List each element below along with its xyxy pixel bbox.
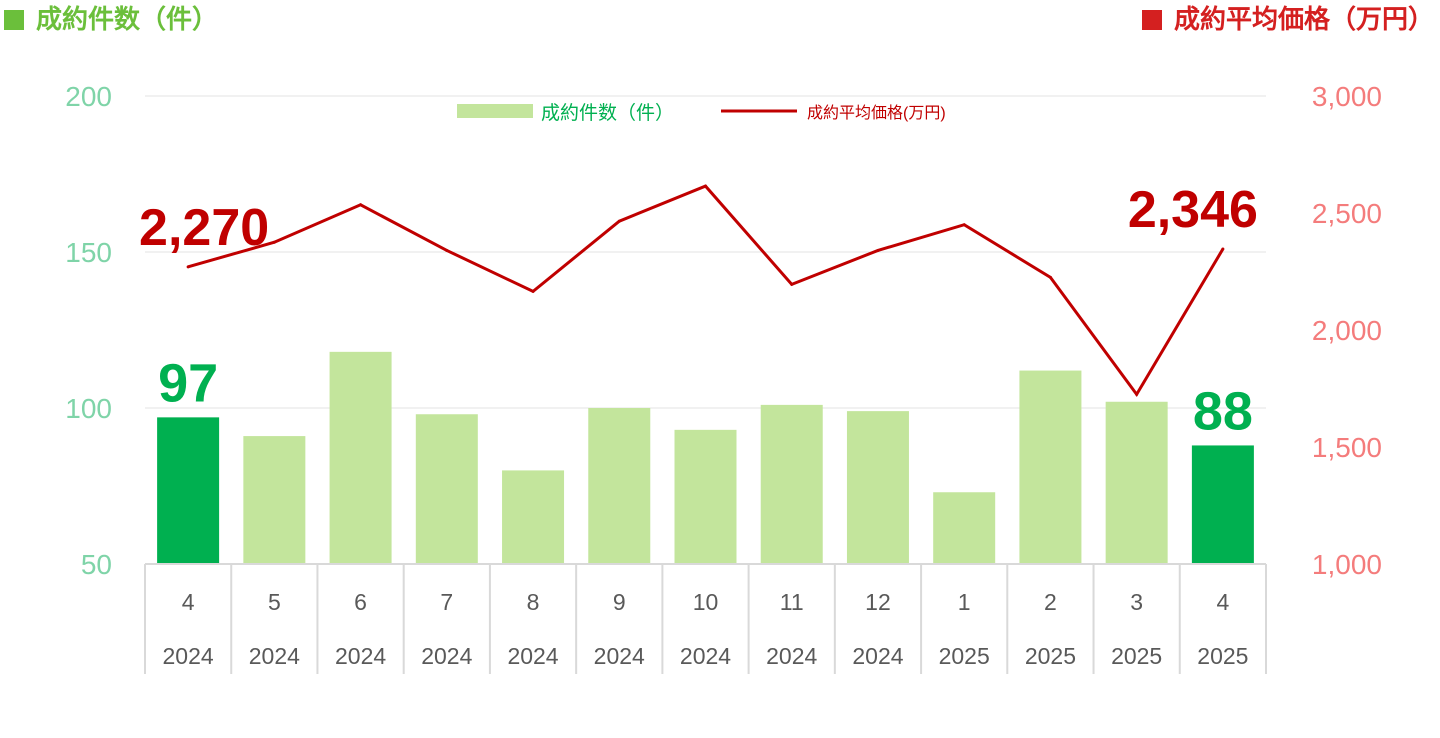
bar-1-2025 [933,492,996,564]
bar-10-2024 [674,429,737,564]
x-tick-month: 2 [1044,589,1057,615]
line-point [359,203,363,207]
x-tick-year: 2024 [507,643,558,669]
x-tick-year: 2024 [249,643,300,669]
x-tick-year: 2025 [1197,643,1248,669]
x-tick-month: 9 [613,589,626,615]
bar-data-label: 97 [158,353,218,413]
x-tick-year: 2024 [680,643,731,669]
gridlines [145,95,1266,409]
bar-3-2025 [1105,401,1168,564]
x-tick-month: 11 [780,589,804,615]
line-point [704,184,707,188]
y-left-tick-label: 50 [81,549,112,580]
x-tick-month: 7 [440,589,453,615]
line-point [272,240,276,244]
y-right-tick-label: 1,500 [1312,432,1382,463]
legend-line-label: 成約平均価格(万円) [807,104,946,122]
x-tick-month: 3 [1130,589,1143,615]
x-tick-year: 2024 [852,643,903,669]
bar-12-2024 [846,411,909,564]
line-point [186,265,190,269]
line-series [186,184,1225,398]
bar-4-2025 [1191,445,1254,564]
legend: 成約件数（件） 成約平均価格(万円) [457,102,946,124]
line-data-label: 2,346 [1128,181,1258,239]
right-axis-header-text: 成約平均価格（万円） [1173,5,1434,35]
bar-4-2024 [157,417,220,564]
line-point [876,248,880,252]
line-point [445,248,449,252]
x-tick-year: 2025 [1025,643,1076,669]
line-data-label: 2,270 [139,199,269,257]
bar-5-2024 [243,436,306,564]
y-right-tick-label: 2,000 [1312,315,1382,346]
bar-6-2024 [329,351,392,564]
x-tick-year: 2025 [1111,643,1162,669]
x-tick-month: 8 [527,589,540,615]
left-axis-header: 成約件数（件） [4,2,218,38]
x-tick-year: 2024 [766,643,817,669]
x-tick-month: 4 [182,589,195,615]
line-point [1135,392,1139,396]
line-point [1221,247,1225,251]
bar-8-2024 [502,470,565,564]
left-axis-header-text: 成約件数（件） [36,5,219,35]
line-point [617,219,621,223]
legend-bar-label: 成約件数（件） [541,102,674,124]
x-tick-month: 6 [354,589,367,615]
x-axis: 4 2024 5 2024 6 2024 7 2024 8 2024 9 2024 10 2024 11 20… [144,563,1267,674]
y-axis-right: 1,000 1,500 2,000 2,500 3,000 [1312,81,1382,580]
y-axis-left: 50 100 150 200 [65,81,112,580]
bar-7-2024 [415,414,478,564]
x-tick-year: 2024 [163,643,214,669]
x-tick-month: 10 [693,589,719,615]
x-tick-month: 12 [865,589,891,615]
bar-9-2024 [588,408,651,564]
legend-bar-swatch [457,104,533,118]
x-tick-year: 2024 [335,643,386,669]
line-point [531,289,535,293]
bar-11-2024 [760,404,823,564]
x-tick-year: 2024 [594,643,645,669]
x-tick-month: 4 [1216,589,1229,615]
y-right-tick-label: 1,000 [1312,549,1382,580]
x-tick-month: 1 [958,589,971,615]
bar-series [157,351,1254,564]
right-axis-header: 成約平均価格（万円） [1141,2,1434,38]
y-left-tick-label: 200 [65,81,112,112]
red-square-icon [1141,10,1162,30]
line-point [1048,275,1052,279]
data-labels: 97 88 2,270 2,346 [139,181,1258,441]
bar-2-2025 [1019,370,1082,564]
x-tick-year: 2025 [939,643,990,669]
x-tick-year: 2024 [421,643,472,669]
line-point [790,282,794,286]
y-right-tick-label: 3,000 [1312,81,1382,112]
y-left-tick-label: 150 [65,237,112,268]
line-point [962,223,966,227]
green-square-icon [4,10,24,30]
y-right-tick-label: 2,500 [1312,198,1382,229]
y-left-tick-label: 100 [65,393,112,424]
bar-data-label: 88 [1193,381,1253,441]
x-tick-month: 5 [268,589,281,615]
